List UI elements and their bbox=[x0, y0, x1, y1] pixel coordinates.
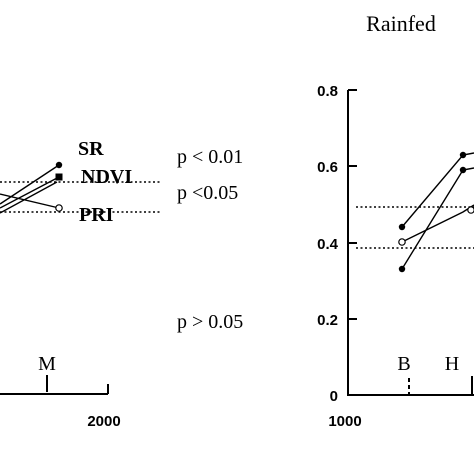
right-series-3-point bbox=[467, 206, 474, 214]
right-panel-title: Rainfed bbox=[366, 11, 436, 36]
left-series-extra-line bbox=[0, 181, 58, 214]
right-panel: 0.8 0.6 0.4 0.2 0 1000 B H bbox=[317, 83, 474, 430]
right-stage-label-b: B bbox=[397, 353, 410, 375]
left-series-ndvi-point bbox=[55, 173, 63, 181]
right-y-ticks bbox=[348, 89, 357, 320]
right-x-tick-label: 1000 bbox=[328, 413, 361, 430]
right-series-1-point bbox=[459, 151, 467, 159]
left-x-tick-label: 2000 bbox=[87, 413, 120, 430]
left-series-ndvi-line bbox=[0, 176, 60, 209]
right-series-1-line bbox=[401, 152, 474, 228]
right-y-tick-labels: 0.8 0.6 0.4 0.2 0 bbox=[317, 83, 339, 405]
left-stage-label-m: M bbox=[38, 353, 56, 375]
y-tick-label: 0.4 bbox=[317, 236, 339, 253]
p-value-annotation-2: p <0.05 bbox=[177, 182, 238, 204]
left-series-sr-point bbox=[55, 161, 63, 169]
left-series-pri-line bbox=[0, 193, 60, 209]
right-series-1-point bbox=[398, 223, 406, 231]
right-series-3-point bbox=[398, 238, 406, 246]
legend-ndvi-label: NDVI bbox=[81, 166, 132, 188]
right-stage-label-h: H bbox=[445, 353, 459, 375]
y-tick-label: 0.2 bbox=[317, 312, 338, 329]
y-tick-label: 0.8 bbox=[317, 83, 338, 100]
left-series-sr-line bbox=[0, 164, 60, 205]
left-series-pri-point bbox=[55, 204, 63, 212]
legend-pri-label: PRI bbox=[79, 204, 114, 226]
p-value-annotation-1: p < 0.01 bbox=[177, 146, 243, 168]
right-series-2-point bbox=[459, 166, 467, 174]
left-panel: 2000 SR NDVI PRI M bbox=[0, 138, 160, 430]
p-value-annotation-3: p > 0.05 bbox=[177, 311, 243, 333]
right-series-2-line bbox=[401, 167, 474, 270]
legend-sr-label: SR bbox=[78, 138, 104, 160]
y-tick-label: 0.6 bbox=[317, 159, 338, 176]
y-tick-label: 0 bbox=[330, 388, 338, 405]
right-series-2-point bbox=[398, 265, 406, 273]
